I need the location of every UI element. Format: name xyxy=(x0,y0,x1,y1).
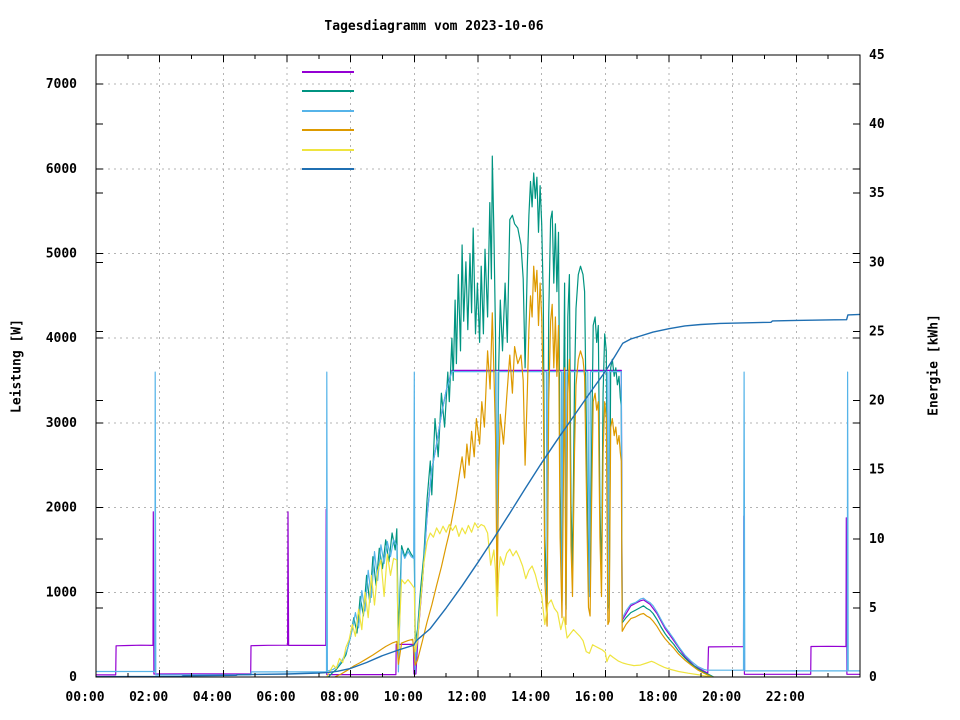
chart-title: Tagesdiagramm vom 2023-10-06 xyxy=(324,19,544,34)
y2-tick-label: 15 xyxy=(869,463,885,478)
legend-line-sample xyxy=(302,129,354,131)
y1-tick-label: 4000 xyxy=(46,331,77,346)
series-energie xyxy=(95,313,861,678)
y1-tick-label: 0 xyxy=(69,670,77,685)
x-tick-label: 04:00 xyxy=(193,690,232,705)
legend-line-sample xyxy=(302,90,354,92)
y1-tick-label: 6000 xyxy=(46,162,77,177)
x-tick-label: 16:00 xyxy=(575,690,614,705)
y2-tick-label: 5 xyxy=(869,601,877,616)
y2-tick-label: 30 xyxy=(869,255,885,270)
y2-tick-label: 0 xyxy=(869,670,877,685)
y1-tick-label: 5000 xyxy=(46,246,77,261)
y2-tick-label: 10 xyxy=(869,532,885,547)
y1-tick-label: 2000 xyxy=(46,501,77,516)
y-axis-label-left: Leistung [W] xyxy=(9,319,25,413)
y2-tick-label: 45 xyxy=(869,48,885,63)
x-tick-label: 06:00 xyxy=(256,690,295,705)
tick-labels: 00:00 02:00 04:00 06:00 08:00 10:00 12:00 14:00… xyxy=(46,48,885,705)
x-tick-label: 14:00 xyxy=(511,690,550,705)
x-tick-label: 08:00 xyxy=(320,690,359,705)
legend-line-sample xyxy=(302,71,354,73)
y2-tick-label: 20 xyxy=(869,394,885,409)
legend-line-sample xyxy=(302,168,354,170)
x-tick-label: 12:00 xyxy=(447,690,486,705)
x-tick-label: 18:00 xyxy=(638,690,677,705)
legend-line-sample xyxy=(302,148,354,151)
series-pv2-leistung xyxy=(326,522,714,678)
y1-tick-label: 1000 xyxy=(46,585,77,600)
y1-tick-label: 7000 xyxy=(46,77,77,92)
gridlines xyxy=(96,55,860,677)
axis-ticks xyxy=(95,54,861,678)
y-axis-label-right: Energie [kWh] xyxy=(926,314,942,416)
x-tick-label: 00:00 xyxy=(65,690,104,705)
series-group xyxy=(95,155,861,678)
x-tick-label: 22:00 xyxy=(766,690,805,705)
x-tick-label: 02:00 xyxy=(129,690,168,705)
series-pv1-leistung xyxy=(334,265,713,678)
y2-tick-label: 25 xyxy=(869,324,885,339)
y1-tick-label: 3000 xyxy=(46,416,77,431)
y2-tick-label: 35 xyxy=(869,186,885,201)
legend-line-sample xyxy=(302,109,354,112)
y2-tick-label: 40 xyxy=(869,117,885,132)
series-pv-power-in xyxy=(327,155,714,678)
x-tick-label: 20:00 xyxy=(702,690,741,705)
x-tick-label: 10:00 xyxy=(384,690,423,705)
